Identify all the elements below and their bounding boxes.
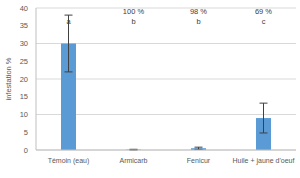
- svg-text:20: 20: [20, 75, 28, 84]
- svg-text:Armicarb: Armicarb: [119, 157, 147, 164]
- svg-text:40: 40: [20, 4, 28, 13]
- svg-text:100 %: 100 %: [123, 7, 145, 16]
- svg-text:c: c: [262, 17, 266, 26]
- svg-text:30: 30: [20, 39, 28, 48]
- svg-text:infestation %: infestation %: [8, 57, 13, 100]
- svg-text:15: 15: [20, 92, 28, 101]
- svg-text:Fenicur: Fenicur: [187, 157, 211, 164]
- svg-text:5: 5: [24, 128, 28, 137]
- svg-text:b: b: [131, 17, 135, 26]
- svg-text:98 %: 98 %: [190, 7, 207, 16]
- svg-text:b: b: [196, 17, 200, 26]
- svg-text:10: 10: [20, 110, 28, 119]
- svg-text:25: 25: [20, 57, 28, 66]
- svg-text:a: a: [66, 17, 71, 26]
- svg-text:Témoin (eau): Témoin (eau): [48, 157, 90, 165]
- svg-text:35: 35: [20, 21, 28, 30]
- svg-text:69 %: 69 %: [255, 7, 272, 16]
- svg-text:Huile + jaune d'oeuf: Huile + jaune d'oeuf: [233, 157, 292, 165]
- svg-text:0: 0: [24, 146, 28, 155]
